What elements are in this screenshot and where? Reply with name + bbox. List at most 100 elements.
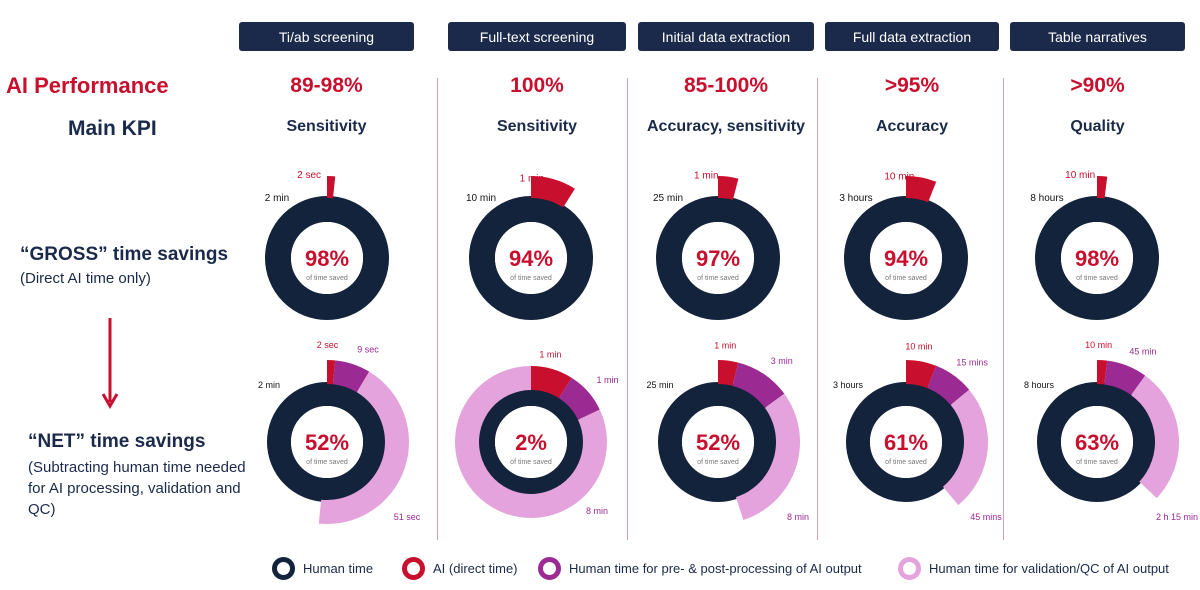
donut-center [870,406,942,478]
human-time-label: 2 min [258,380,280,390]
donut-center [1061,406,1133,478]
pre-post-processing-segment [558,377,600,420]
column-divider [627,78,628,540]
donut-center [495,222,567,294]
human-time-swatch-icon [272,556,295,580]
saved-caption: of time saved [306,275,348,282]
legend-item-validation: Human time for validation/QC of AI outpu… [898,556,1169,580]
human-time-ring [477,388,585,496]
pre-post-processing-segment [927,365,970,406]
ai-time-segment [906,360,937,389]
pre-post-processing-segment [332,360,370,393]
donut-center [682,406,754,478]
percent-saved-label: 2% [515,430,547,455]
saved-caption: of time saved [885,459,927,466]
ai-performance-row-title: AI Performance [6,73,169,98]
donut-center [1061,222,1133,294]
pre-post-processing-label: 9 sec [357,345,379,355]
donut-center [495,406,567,478]
stage-header-initial-data-extraction: Initial data extraction [638,22,814,51]
donut-center [291,222,363,294]
ai-time-label: 1 min [539,349,561,359]
percent-saved-label: 94% [884,246,928,271]
gross-savings-subtitle: (Direct AI time only) [20,270,151,287]
legend-label: Human time for pre- & post-processing of… [569,560,862,576]
donut-center [291,406,363,478]
percent-saved-label: 97% [696,246,740,271]
legend-label: Human time for validation/QC of AI outpu… [929,560,1169,576]
legend-item-pre-post: Human time for pre- & post-processing of… [538,556,862,580]
ai-time-segment [718,176,739,200]
kpi-name: Sensitivity [496,118,578,135]
legend-label: AI (direct time) [433,560,518,576]
legend-item-human: Human time [272,556,373,580]
column-divider [437,78,438,540]
pre-post-processing-label: 45 min [1129,346,1156,356]
percent-saved-label: 98% [1075,246,1119,271]
ai-time-segment [531,176,575,208]
saved-caption: of time saved [510,275,552,282]
pre-post-processing-label: 15 mins [956,358,988,368]
percent-saved-label: 98% [305,246,349,271]
donut-center [682,222,754,294]
validation-time-label: 8 min [787,512,809,522]
net-savings-subtitle: (Subtracting human time needed for AI pr… [28,459,246,518]
pre-post-processing-label: 1 min [597,375,619,385]
validation-segment [455,366,607,519]
legend: Human time AI (direct time) Human time f… [272,556,1192,580]
kpi-name: Accuracy [875,118,949,135]
ai-time-segment [1097,176,1108,199]
validation-time-label: 45 mins [970,512,1002,522]
pre-post-processing-label: 3 min [771,356,793,366]
human-time-ring [265,196,389,320]
saved-caption: of time saved [697,459,739,466]
human-time-label: 8 hours [1030,193,1063,204]
saved-caption: of time saved [885,275,927,282]
validation-segment [942,389,988,506]
saved-caption: of time saved [697,275,739,282]
ai-time-swatch-icon [402,556,425,580]
kpi-name: Quality [1070,118,1125,135]
ai-time-segment [531,366,572,399]
ai-time-segment [718,360,739,386]
human-time-label: 25 min [653,193,683,204]
human-time-label: 3 hours [833,380,864,390]
column-divider [1003,78,1004,540]
saved-caption: of time saved [510,459,552,466]
ai-time-label: 1 min [694,171,718,182]
pre-post-processing-swatch-icon [538,556,561,580]
percent-saved-label: 52% [305,430,349,455]
down-arrow-icon [101,318,119,409]
human-time-label: 8 hours [1024,380,1055,390]
stage-header-tiab-screening: Ti/ab screening [239,22,414,51]
donut-center [870,222,942,294]
ai-time-label: 2 sec [297,170,321,181]
stage-header-full-data-extraction: Full data extraction [825,22,999,51]
validation-segment [318,371,410,524]
human-time-ring [846,382,966,502]
performance-value: 89-98% [290,74,363,97]
performance-value: 85-100% [683,74,769,97]
ai-time-label: 10 min [884,171,914,182]
legend-label: Human time [303,560,374,576]
ai-time-label: 1 min [714,341,736,351]
pre-post-processing-segment [732,362,785,408]
saved-caption: of time saved [306,459,348,466]
validation-time-label: 51 sec [394,512,421,522]
ai-time-label: 1 min [520,173,544,184]
percent-saved-label: 63% [1075,430,1119,455]
performance-value: 100% [510,74,564,97]
performance-value: >90% [1070,74,1125,97]
pre-post-processing-segment [1104,360,1146,396]
net-savings-title: “NET” time savings [28,431,206,452]
stage-header-full-text-screening: Full-text screening [448,22,626,51]
ai-time-label: 2 sec [317,340,339,350]
percent-saved-label: 61% [884,430,928,455]
human-time-ring [1037,382,1157,502]
human-time-ring [658,382,778,502]
ai-time-label: 10 min [1065,170,1095,181]
validation-swatch-icon [898,556,921,580]
validation-time-label: 2 h 15 min [1156,512,1198,522]
ai-time-segment [327,176,336,199]
